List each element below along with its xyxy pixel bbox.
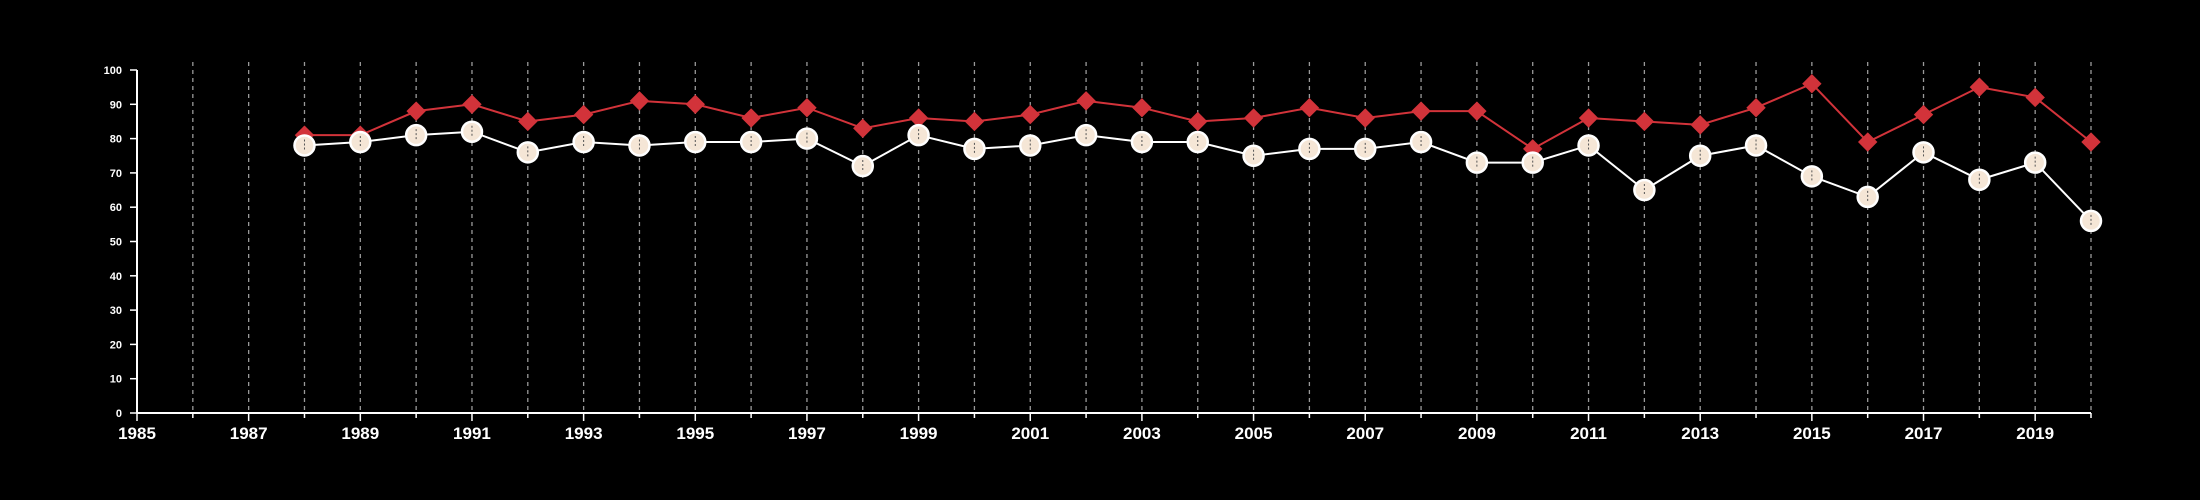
x-tick-label: 1991 [453, 424, 491, 443]
x-tick-label: 2007 [1346, 424, 1384, 443]
series-layer [293, 74, 2103, 233]
x-tick-label: 1995 [676, 424, 714, 443]
data-point-diamond [1634, 111, 1655, 132]
data-point-diamond [1467, 101, 1487, 121]
x-tick-label: 1993 [565, 424, 603, 443]
x-tick-label: 1987 [230, 424, 268, 443]
y-tick-label: 70 [110, 168, 122, 180]
x-tick-label: 1999 [900, 424, 938, 443]
data-point-diamond [573, 104, 594, 125]
x-tick-label: 2003 [1123, 424, 1161, 443]
x-tick-label: 1985 [118, 424, 156, 443]
data-point-diamond [629, 91, 650, 111]
x-tick-label: 2015 [1793, 424, 1831, 443]
data-point-diamond [1746, 98, 1766, 118]
y-tick-label: 40 [110, 271, 122, 283]
x-tick-label: 2005 [1235, 424, 1273, 443]
data-point-diamond [1076, 91, 1096, 111]
data-point-diamond [685, 94, 705, 115]
data-point-diamond [406, 101, 426, 121]
y-tick-label: 80 [110, 134, 122, 146]
data-point-diamond [741, 108, 761, 128]
x-tick-label: 2011 [1570, 424, 1607, 443]
data-point-diamond [1802, 74, 1822, 94]
data-point-diamond [1355, 108, 1375, 128]
x-tick-label: 2013 [1681, 424, 1719, 443]
data-point-circle [460, 120, 484, 143]
y-tick-label: 0 [116, 408, 122, 420]
y-tick-label: 50 [110, 237, 122, 249]
data-point-diamond [2025, 87, 2045, 108]
y-tick-label: 10 [110, 374, 122, 386]
x-tick-label: 2009 [1458, 424, 1496, 443]
data-point-diamond [1913, 104, 1934, 125]
data-point-diamond [2081, 132, 2101, 152]
data-point-diamond [1132, 98, 1152, 118]
data-point-diamond [1299, 98, 1320, 118]
data-point-diamond [1969, 77, 1990, 97]
x-tick-label: 2019 [2016, 424, 2054, 443]
data-point-diamond [518, 111, 538, 132]
x-tick-label: 2017 [1905, 424, 1943, 443]
data-point-diamond [1411, 101, 1431, 121]
data-point-diamond [1857, 132, 1878, 152]
x-tick-label: 2001 [1011, 424, 1049, 443]
data-point-diamond [1020, 104, 1040, 125]
x-tick-label: 1997 [788, 424, 826, 443]
data-point-diamond [964, 111, 985, 132]
y-tick-label: 20 [110, 339, 122, 351]
data-point-diamond [797, 98, 817, 118]
data-point-diamond [462, 94, 482, 115]
data-point-diamond [1243, 108, 1264, 128]
y-tick-label: 90 [110, 99, 122, 111]
y-tick-label: 60 [110, 202, 122, 214]
data-point-diamond [1578, 108, 1599, 128]
y-tick-label: 100 [104, 65, 122, 77]
data-point-diamond [1690, 115, 1710, 135]
x-tick-label: 1989 [341, 424, 379, 443]
data-point-diamond [853, 118, 873, 139]
axis-layer: 0 10 20 30 40 50 60 70 80 90 100 1985 1987 1989 1991 19… [104, 65, 2092, 443]
y-tick-label: 30 [110, 305, 122, 317]
data-point-diamond [1188, 111, 1208, 132]
